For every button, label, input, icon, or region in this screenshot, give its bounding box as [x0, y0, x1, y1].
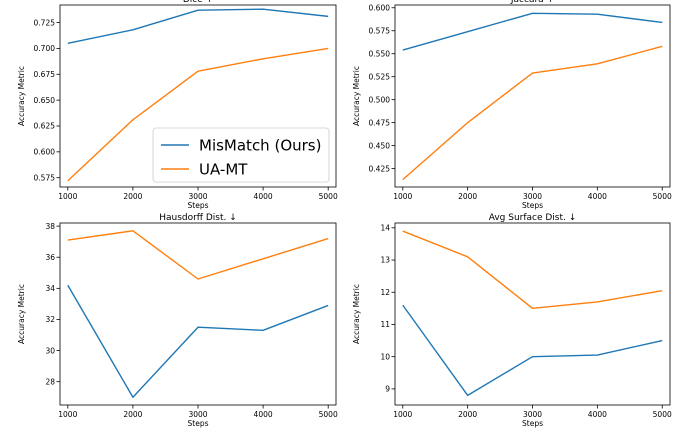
x-axis-label: Steps [522, 201, 543, 210]
y-tick-label: 14 [380, 224, 390, 233]
x-tick-label: 5000 [319, 410, 338, 419]
x-tick-label: 1000 [393, 410, 412, 419]
y-tick-label: 9 [385, 385, 390, 394]
x-tick-label: 1000 [58, 410, 77, 419]
subplot-2: Jaccard ↑ 1000 2000 3000 4000 5000 0.425 0.450 0… [352, 0, 672, 210]
legend: MisMatch (Ours) UA-MT [152, 127, 330, 183]
x-axis-label: Steps [522, 419, 543, 428]
y-tick-label: 0.725 [34, 18, 56, 27]
subplot-title: Dice ↑ [183, 0, 213, 5]
x-tick-label: 1000 [58, 192, 77, 201]
y-axis-label: Accuracy Metric [17, 284, 26, 344]
x-tick-label: 2000 [458, 410, 477, 419]
y-tick-label: 36 [45, 253, 55, 262]
legend-box [152, 127, 330, 183]
y-tick-label: 0.425 [369, 164, 391, 173]
subplot-grid: Dice ↑ 1000 2000 3000 4000 5000 0.575 0.600 0.62… [17, 0, 672, 428]
y-tick-label: 0.650 [34, 96, 56, 105]
y-tick-label: 0.525 [369, 72, 391, 81]
x-tick-label: 3000 [523, 410, 542, 419]
y-tick-label: 0.675 [34, 70, 56, 79]
y-tick-label: 34 [45, 284, 55, 293]
x-tick-label: 3000 [523, 192, 542, 201]
y-tick-label: 28 [45, 377, 55, 386]
legend-label: UA-MT [199, 161, 248, 179]
y-tick-label: 32 [45, 315, 55, 324]
y-tick-label: 38 [45, 222, 55, 231]
x-tick-label: 1000 [393, 192, 412, 201]
y-tick-label: 0.450 [369, 141, 391, 150]
series-line-mismatch [67, 8, 329, 44]
subplot-1: Dice ↑ 1000 2000 3000 4000 5000 0.575 0.600 0.62… [17, 0, 338, 210]
x-axis-label: Steps [188, 201, 209, 210]
x-tick-label: 3000 [188, 192, 207, 201]
subplot-3: Hausdorff Dist. ↓ 1000 2000 3000 4000 5000 28 3… [17, 213, 338, 428]
series-line-ua-mt [402, 45, 663, 181]
legend-label: MisMatch (Ours) [199, 137, 321, 155]
y-tick-label: 10 [380, 352, 390, 361]
series-line-mismatch [402, 304, 663, 397]
series-line-ua-mt [67, 230, 329, 280]
series-line-mismatch [67, 284, 329, 398]
y-tick-label: 0.575 [34, 173, 56, 182]
x-tick-label: 4000 [254, 410, 273, 419]
y-tick-label: 0.550 [369, 49, 391, 58]
y-tick-label: 11 [380, 320, 390, 329]
axes-frame [394, 222, 671, 406]
y-tick-label: 0.600 [34, 148, 56, 157]
x-tick-label: 3000 [188, 410, 207, 419]
series-line-ua-mt [402, 230, 663, 310]
x-tick-label: 5000 [319, 192, 338, 201]
y-tick-label: 13 [380, 256, 390, 265]
axes-frame [59, 222, 337, 406]
subplot-4: Avg Surface Dist. ↓ 1000 2000 3000 4000 5000 9… [352, 213, 672, 428]
x-tick-label: 4000 [588, 410, 607, 419]
axes-frame [59, 4, 337, 188]
series-line-mismatch [402, 12, 663, 51]
x-tick-label: 2000 [458, 192, 477, 201]
x-tick-label: 2000 [123, 410, 142, 419]
y-tick-label: 0.700 [34, 44, 56, 53]
x-tick-label: 5000 [653, 192, 672, 201]
y-tick-label: 0.625 [34, 122, 56, 131]
y-tick-label: 0.600 [369, 3, 391, 12]
y-axis-label: Accuracy Metric [352, 66, 361, 126]
y-tick-label: 0.575 [369, 26, 391, 35]
y-axis-label: Accuracy Metric [17, 66, 26, 126]
subplot-title: Avg Surface Dist. ↓ [489, 213, 577, 223]
y-tick-label: 0.500 [369, 95, 391, 104]
x-tick-label: 5000 [653, 410, 672, 419]
y-tick-label: 30 [45, 346, 55, 355]
y-tick-label: 0.475 [369, 118, 391, 127]
x-tick-label: 4000 [588, 192, 607, 201]
subplot-title: Hausdorff Dist. ↓ [159, 213, 237, 223]
y-tick-label: 12 [380, 288, 390, 297]
x-axis-label: Steps [188, 419, 209, 428]
axes-frame [394, 4, 671, 188]
x-tick-label: 4000 [254, 192, 273, 201]
y-axis-label: Accuracy Metric [352, 284, 361, 344]
subplot-title: Jaccard ↑ [510, 0, 554, 5]
x-tick-label: 2000 [123, 192, 142, 201]
